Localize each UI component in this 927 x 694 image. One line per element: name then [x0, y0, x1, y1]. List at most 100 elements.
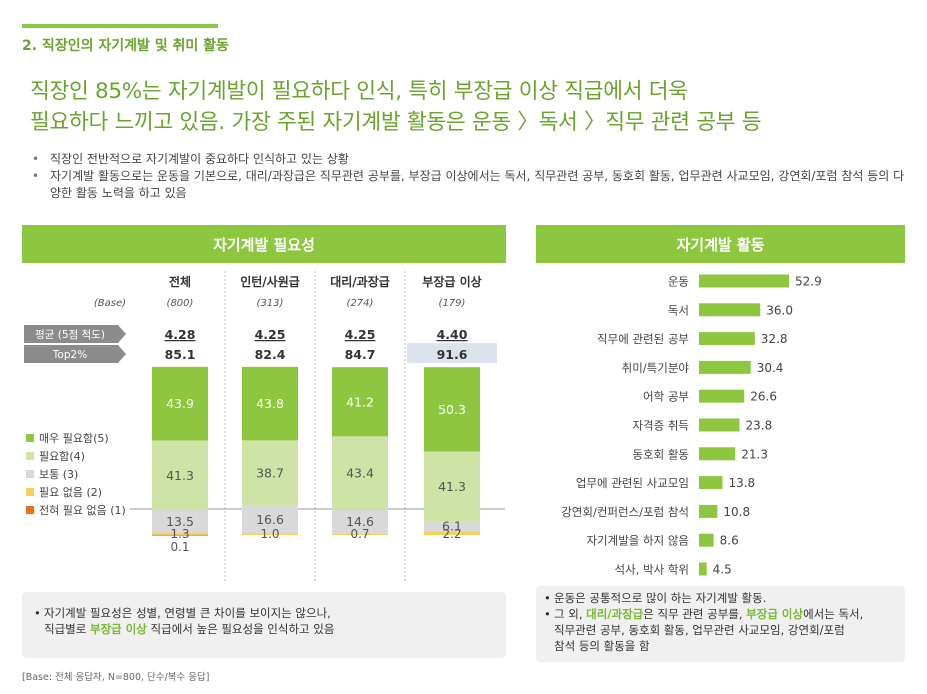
mean-value: 4.40: [437, 327, 468, 342]
category-label: 자기계발을 하지 않음: [586, 534, 689, 548]
top2-value: 82.4: [255, 347, 286, 362]
value-label: 30.4: [757, 361, 784, 375]
value-label: 13.8: [728, 476, 755, 490]
mean-value: 4.28: [165, 327, 196, 342]
activity-bar: [699, 447, 736, 461]
bar-segment: [332, 509, 388, 534]
value-label: 4.5: [713, 563, 732, 577]
bar-segment: [332, 367, 388, 437]
bar-segment: [332, 533, 388, 535]
headline: 직장인 85%는 자기계발이 필요하다 인식, 특히 부장급 이상 직급에서 더…: [30, 76, 920, 138]
segment-label: 43.8: [256, 396, 284, 411]
legend-swatch: [26, 470, 34, 478]
mean-value: 4.25: [345, 327, 376, 342]
bar-segment: [152, 366, 208, 441]
segment-label: 41.3: [166, 468, 194, 483]
bar-segment: [424, 367, 480, 452]
necessity-stacked-bar-chart: (Base) 평균 (5점 척도) Top2% 전체 (800) 4.28 85.1 43.9…: [24, 271, 505, 581]
right-note-highlight: 부장급 이상: [746, 607, 804, 621]
category-label: 업무에 관련된 사교모임: [576, 476, 689, 490]
mean-row-label: 평균 (5점 척도): [35, 329, 105, 341]
activity-bar: [699, 476, 723, 490]
bar-segment: [242, 533, 298, 535]
bar-segment: [424, 451, 480, 522]
bar-segment: [152, 440, 208, 510]
segment-label: 2.2: [442, 527, 461, 541]
mean-value: 4.25: [255, 327, 286, 342]
category-label: 자격증 취득: [632, 419, 689, 433]
legend-swatch: [26, 506, 34, 514]
activity-bar: [699, 303, 761, 317]
segment-label: 41.2: [346, 394, 374, 409]
segment-label: 0.1: [170, 540, 189, 554]
category-label: 강연회/컨퍼런스/포럼 참석: [561, 505, 689, 519]
bar-segment: [242, 440, 298, 506]
value-label: 26.6: [750, 390, 777, 404]
activity-bar: [699, 562, 707, 576]
activity-bar: [699, 274, 789, 288]
bar-segment: [242, 505, 298, 534]
base-value: (274): [347, 298, 374, 309]
bar-segment: [332, 436, 388, 510]
section-title: 2. 직장인의 자기계발 및 취미 활동: [22, 38, 229, 54]
category-label: 어학 공부: [643, 390, 689, 404]
bar-segment: [152, 509, 208, 533]
value-label: 52.9: [795, 275, 822, 289]
segment-label: 38.7: [256, 465, 284, 480]
left-note-text: 직급별로: [44, 622, 90, 636]
legend-label: 필요 없음 (2): [39, 486, 102, 499]
left-note-box: 자기계발 필요성은 성별, 연령별 큰 차이를 보이지는 않으나, 직급별로 부…: [22, 592, 506, 658]
activity-bar: [699, 332, 755, 346]
right-note-line: 그 외, 대리/과장급은 직무 관련 공부를, 부장급 이상에서는 독서,: [544, 606, 897, 622]
category-label: 직무에 관련된 공부: [597, 332, 689, 346]
top-accent-rule: [22, 24, 218, 28]
left-note-highlight: 부장급 이상: [89, 622, 147, 636]
category-label: 석사, 박사 학위: [615, 563, 689, 577]
column-header: 대리/과장급: [330, 274, 390, 289]
right-note-line: 운동은 공통적으로 많이 하는 자기계발 활동.: [544, 590, 897, 606]
top2-row-tag: [24, 345, 126, 363]
activity-bar: [699, 389, 745, 403]
right-note-highlight: 대리/과장급: [586, 607, 644, 621]
base-value: (179): [439, 298, 466, 309]
right-note-line: 직무관련 공부, 동호회 활동, 업무관련 사교모임, 강연회/포럼: [554, 623, 845, 637]
activity-horizontal-bar-chart: 운동 52.9 독서 36.0 직무에 관련된 공부 32.8 취미/특기분야 30.4 어학 …: [561, 274, 822, 577]
top2-value: 91.6: [437, 347, 468, 362]
right-note-text: 그 외,: [554, 607, 587, 621]
activity-bar: [699, 418, 740, 432]
top2-value: 84.7: [345, 347, 376, 362]
legend-label: 전혀 필요 없음 (1): [39, 504, 126, 517]
category-label: 취미/특기분야: [622, 361, 690, 375]
left-note-text: 직급에서 높은 필요성을 인식하고 있음: [146, 622, 335, 636]
bar-segment: [242, 366, 298, 441]
segment-label: 50.3: [438, 402, 466, 417]
right-note-text: 에서는 독서,: [803, 607, 864, 621]
left-note-line: 자기계발 필요성은 성별, 연령별 큰 차이를 보이지는 않으나,: [34, 605, 494, 621]
mean-row-tag: [24, 325, 126, 343]
legend-swatch: [26, 452, 34, 460]
value-label: 23.8: [745, 419, 772, 433]
legend-label: 보통 (3): [39, 468, 78, 481]
legend-swatch: [26, 434, 34, 442]
value-label: 21.3: [741, 447, 768, 461]
category-label: 독서: [668, 303, 689, 317]
value-label: 8.6: [720, 534, 739, 548]
right-note-line: 참석 등의 활동을 함: [554, 639, 650, 653]
segment-label: 16.6: [256, 512, 284, 527]
top2-value: 85.1: [165, 347, 196, 362]
summary-bullet: 자기계발 활동으로는 운동을 기본으로, 대리/과장급은 직무관련 공부를, 부…: [30, 168, 910, 202]
bar-segment: [152, 532, 208, 535]
activity-bar: [699, 533, 714, 547]
value-label: 10.8: [723, 505, 750, 519]
value-label: 32.8: [761, 332, 788, 346]
headline-line-1: 직장인 85%는 자기계발이 필요하다 인식, 특히 부장급 이상 직급에서 더…: [30, 79, 688, 104]
segment-label: 6.1: [442, 519, 462, 534]
base-footnote: [Base: 전체 응답자, N=800, 단수/복수 응답]: [22, 672, 210, 683]
headline-line-2: 필요하다 느끼고 있음. 가장 주된 자기계발 활동은 운동 〉독서 〉직무 관…: [30, 110, 762, 135]
category-label: 운동: [668, 275, 689, 289]
top2-row-label: Top2%: [52, 349, 87, 361]
segment-label: 1.3: [170, 527, 189, 541]
column-header: 전체: [169, 274, 191, 289]
base-value: (800): [167, 298, 194, 309]
base-value: (313): [257, 298, 284, 309]
